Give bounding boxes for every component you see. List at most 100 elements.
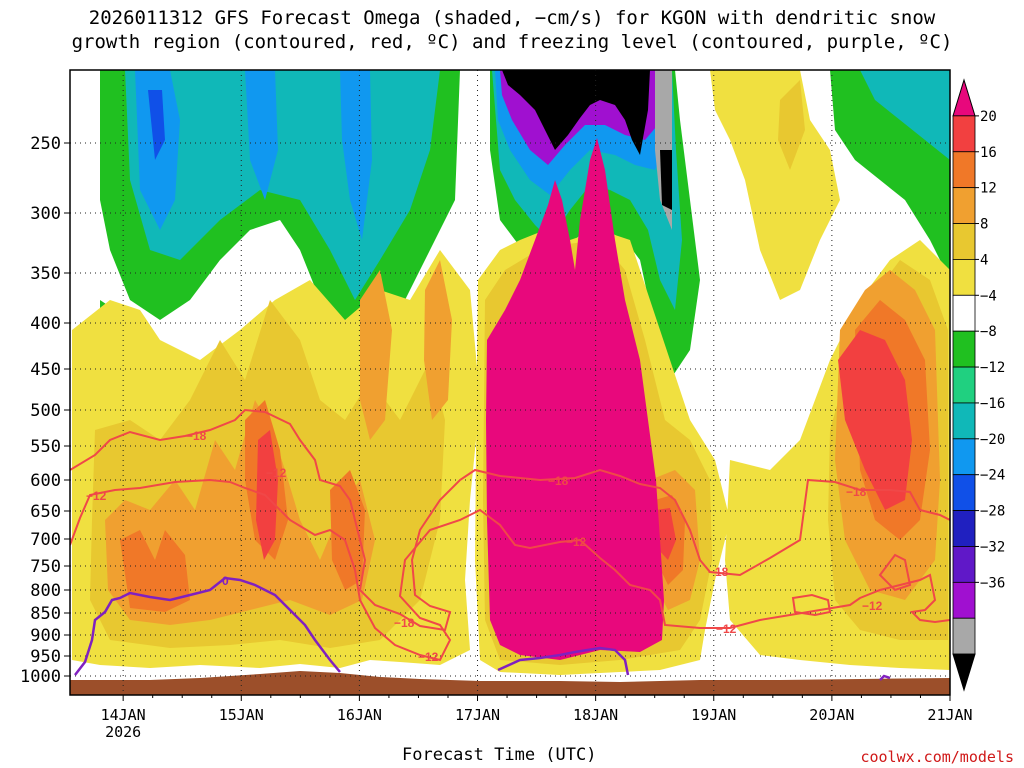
- x-tick-label: 18JAN: [573, 706, 618, 724]
- contour-freezing-level-2: [497, 646, 630, 676]
- y-tick-label: 550: [30, 437, 61, 457]
- colorbar-label: −24: [980, 468, 1005, 484]
- shade-ascent-darkorange-1: [120, 530, 190, 612]
- colorbar-band: [952, 510, 976, 547]
- shade-ascent-red-3: [656, 508, 676, 560]
- contour-label: −12: [862, 599, 883, 613]
- colorbar-band: [952, 474, 976, 511]
- shade-descent-black-3: [660, 150, 672, 210]
- colorbar-label: 20: [980, 109, 997, 125]
- y-axis: 2503003504004505005506006507007508008509…: [20, 134, 70, 687]
- colorbar-band: [952, 294, 976, 332]
- shade-descent-teal-3: [860, 70, 950, 160]
- colorbar-band: [952, 151, 976, 189]
- colorbar-label: −20: [980, 432, 1005, 448]
- contour-label: 0: [222, 574, 229, 588]
- contour-label: −12: [86, 489, 107, 503]
- colorbar-band: [952, 438, 976, 476]
- x-tick-label: 21JAN: [927, 706, 972, 724]
- omega-shading: [70, 70, 950, 695]
- y-tick-label: 300: [30, 204, 61, 224]
- y-tick-label: 800: [30, 581, 61, 601]
- shade-descent-upper-center: [490, 70, 700, 380]
- title-line-2: growth region (contoured, red, ºC) and f…: [71, 31, 953, 53]
- contour-dgz-minus12: [70, 478, 950, 662]
- contour-dgz-minus12-loop2: [878, 553, 912, 592]
- title-line-1: 2026011312 GFS Forecast Omega (shaded, −…: [88, 7, 936, 29]
- x-tick-label: 20JAN: [809, 706, 854, 724]
- shade-descent-skyblue-3: [340, 70, 372, 240]
- contour-label: −12: [418, 650, 439, 664]
- colorbar-label: −16: [980, 396, 1005, 412]
- contour-label: −18: [186, 429, 207, 443]
- colorbar-label: 16: [980, 145, 997, 161]
- shade-ascent-red-2: [838, 330, 912, 510]
- contours: [70, 408, 950, 681]
- y-tick-label: 450: [30, 360, 61, 380]
- shade-descent-black-2: [502, 70, 650, 155]
- contour-freezing-level-3: [879, 674, 891, 681]
- shade-ascent-yellow-right-upper: [710, 70, 840, 300]
- y-tick-label: 750: [30, 557, 61, 577]
- shade-ascent-orange-3: [424, 260, 452, 420]
- credit-text: coolwx.com/models: [860, 748, 1014, 766]
- contour-freezing-level: [74, 576, 341, 676]
- colorbar-band: [952, 187, 976, 224]
- shade-ascent-orange-2: [360, 270, 392, 440]
- contour-dgz-minus12-loop: [791, 593, 832, 617]
- shade-ascent-lightorange-right: [778, 80, 805, 170]
- y-tick-label: 400: [30, 314, 61, 334]
- plot-frame: [69, 69, 951, 696]
- shade-ascent-red: [256, 330, 912, 560]
- colorbar-label: −32: [980, 539, 1005, 555]
- shade-ascent-magenta-main: [486, 138, 664, 660]
- colorbar-band: [952, 546, 976, 583]
- colorbar-label: −12: [980, 360, 1005, 376]
- colorbar-label: 8: [980, 217, 988, 233]
- contour-dgz-minus18: [70, 408, 950, 632]
- colorbar-label: 12: [980, 181, 997, 197]
- chart-title: 2026011312 GFS Forecast Omega (shaded, −…: [0, 6, 1024, 54]
- contour-label: −18: [394, 616, 415, 630]
- contour-labels: −18 −18 −18 −18 −18 −12 −12 −12 −12 −12 …: [86, 429, 883, 664]
- y-tick-label: 900: [30, 626, 61, 646]
- contour-label: −18: [846, 485, 867, 499]
- contour-label: −12: [716, 622, 737, 636]
- contour-label: −12: [266, 466, 287, 480]
- x-tick-label: 19JAN: [691, 706, 736, 724]
- shade-ascent-darkorange-3: [330, 470, 365, 590]
- x-tick-label: 16JAN: [337, 706, 382, 724]
- contour-label: −18: [548, 474, 569, 488]
- shade-descent-skyblue-2: [245, 70, 278, 200]
- y-tick-label: 1000: [20, 667, 61, 687]
- colorbar-band: [952, 115, 976, 153]
- shade-ascent-red-1: [256, 430, 278, 560]
- x-tick-label: 17JAN: [455, 706, 500, 724]
- y-tick-label: 650: [30, 502, 61, 522]
- colorbar-label: −8: [980, 324, 997, 340]
- colorbar-band: [952, 330, 976, 368]
- colorbar-label: −4: [980, 288, 997, 304]
- ground-surface: [70, 671, 950, 695]
- y-tick-label: 500: [30, 401, 61, 421]
- y-tick-label: 950: [30, 647, 61, 667]
- colorbar-bottom-triangle: [952, 653, 976, 692]
- colorbar-band: [952, 581, 976, 619]
- colorbar-band: [952, 223, 976, 260]
- x-tick-sublabel: 2026: [105, 723, 141, 741]
- colorbar-band: [952, 617, 976, 655]
- colorbar-top-triangle: [952, 78, 976, 117]
- y-tick-label: 850: [30, 604, 61, 624]
- x-tick-label: 14JAN: [101, 706, 146, 724]
- y-tick-label: 350: [30, 264, 61, 284]
- x-tick-label: 15JAN: [219, 706, 264, 724]
- colorbar-label: −28: [980, 504, 1005, 520]
- y-tick-label: 700: [30, 530, 61, 550]
- contour-label: −18: [708, 565, 729, 579]
- colorbar-band: [952, 259, 976, 296]
- y-tick-label: 250: [30, 134, 61, 154]
- colorbar-label: −36: [980, 575, 1005, 591]
- y-tick-label: 600: [30, 471, 61, 491]
